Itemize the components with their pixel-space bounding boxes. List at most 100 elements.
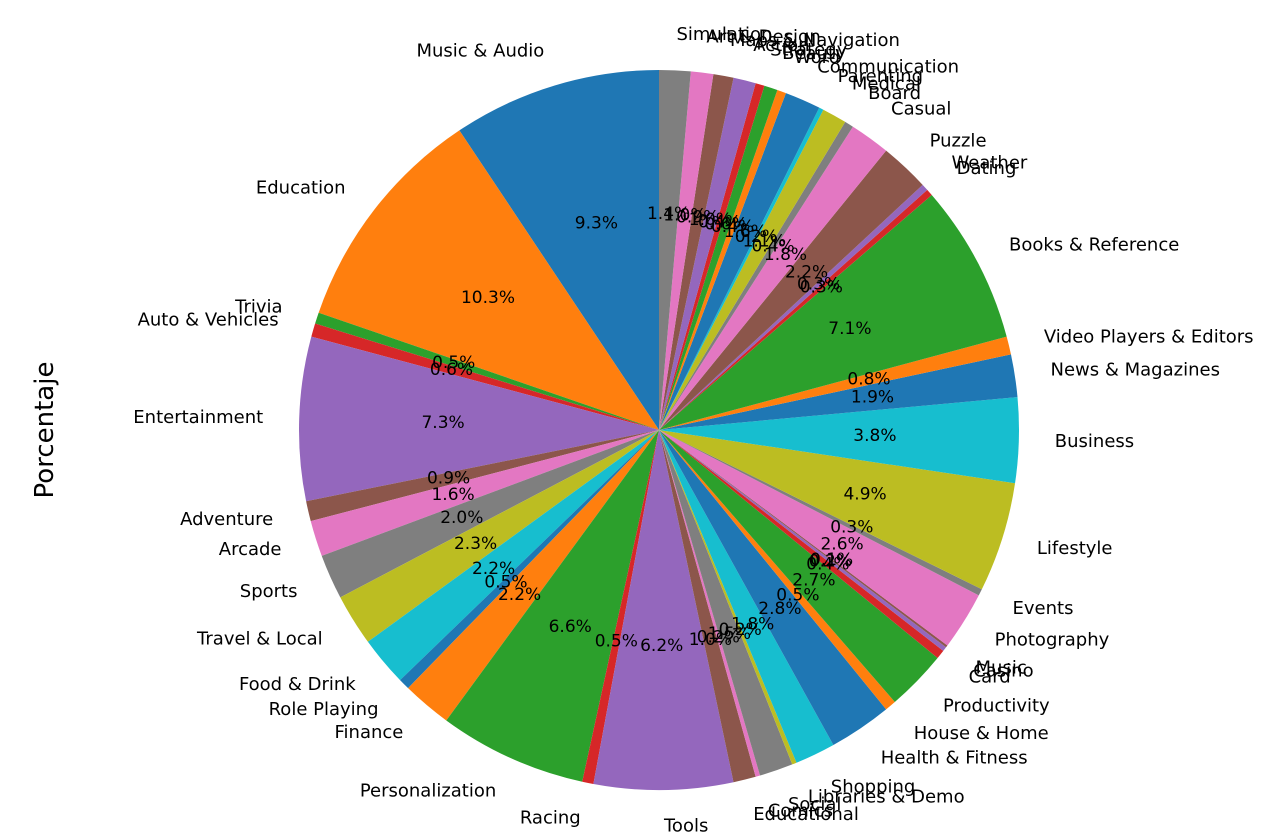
category-label-maps-and-navigation: Maps & Navigation — [730, 30, 900, 51]
pct-label-events: 0.3% — [830, 517, 873, 537]
slice-comics — [659, 430, 761, 777]
pct-label-photography: 2.6% — [820, 535, 863, 555]
category-label-tools: Tools — [663, 816, 708, 837]
pct-label-casino: 0.2% — [809, 551, 852, 571]
slice-travel-and-local — [340, 430, 659, 642]
pct-label-sports: 2.0% — [440, 508, 483, 528]
percentage-labels: 9.3%10.3%0.5%0.6%7.3%0.9%1.6%2.0%2.3%2.2… — [421, 204, 896, 656]
slice-adventure — [306, 430, 659, 522]
category-label-casual: Casual — [891, 99, 951, 120]
category-label-libraries-and-demo: Libraries & Demo — [808, 786, 965, 807]
pct-label-video-players-and-editors: 0.8% — [847, 369, 890, 389]
pct-label-news-and-magazines: 1.9% — [851, 387, 894, 407]
pct-label-educational: 1.0% — [689, 630, 732, 650]
pie-slices — [298, 70, 1020, 791]
category-label-communication: Communication — [817, 57, 959, 78]
category-label-puzzle: Puzzle — [930, 130, 987, 151]
category-label-action: Action — [753, 35, 809, 56]
pct-label-personalization: 6.6% — [549, 617, 592, 637]
pct-label-music-and-audio: 9.3% — [575, 213, 618, 233]
category-label-house-and-home: House & Home — [914, 723, 1049, 744]
pct-label-auto-and-vehicles: 0.6% — [430, 360, 473, 380]
slice-books-and-reference — [659, 195, 1007, 430]
category-label-video-players-and-editors: Video Players & Editors — [1044, 327, 1254, 348]
category-label-sports: Sports — [240, 581, 298, 602]
pct-label-libraries-and-demo: 0.2% — [719, 620, 762, 640]
pct-label-role-playing: 0.5% — [484, 573, 527, 593]
pct-label-dating: 0.3% — [800, 278, 843, 298]
pct-label-word: 0.4% — [711, 217, 754, 237]
slice-arcade — [310, 430, 659, 556]
category-label-simulation: Simulation — [677, 24, 773, 45]
pct-label-trivia: 0.5% — [432, 353, 475, 373]
slice-music — [659, 430, 948, 648]
category-label-art-and-design: Art & Design — [706, 26, 820, 47]
slice-maps-and-navigation — [659, 74, 734, 430]
pct-label-card: 0.4% — [806, 555, 849, 575]
pct-label-arcade: 1.6% — [431, 485, 474, 505]
category-label-weather: Weather — [952, 153, 1028, 174]
category-label-adventure: Adventure — [180, 509, 273, 530]
pct-label-food-and-drink: 2.2% — [472, 559, 515, 579]
category-label-medical: Medical — [852, 74, 921, 95]
slice-auto-and-vehicles — [311, 323, 659, 430]
pct-label-productivity: 2.7% — [792, 571, 835, 591]
slice-simulation — [659, 70, 691, 430]
slice-role-playing — [400, 430, 659, 689]
slice-business — [659, 397, 1020, 484]
slice-food-and-drink — [367, 430, 659, 681]
slice-beauty — [659, 85, 778, 431]
slice-medical — [659, 109, 846, 430]
slice-house-and-home — [659, 430, 895, 710]
slice-trivia — [315, 312, 659, 430]
slice-casual — [659, 126, 887, 430]
category-label-music: Music — [976, 658, 1027, 679]
pct-label-casual: 1.8% — [764, 245, 807, 265]
y-axis-label: Porcentaje — [30, 362, 60, 499]
category-label-finance: Finance — [335, 722, 404, 743]
category-label-personalization: Personalization — [360, 781, 496, 802]
pct-label-travel-and-local: 2.3% — [454, 534, 497, 554]
slice-word — [659, 90, 786, 430]
category-label-card: Card — [969, 666, 1011, 687]
category-label-education: Education — [256, 178, 346, 199]
category-label-business: Business — [1055, 431, 1134, 452]
category-label-music-and-audio: Music & Audio — [416, 41, 544, 62]
slice-photography — [659, 430, 979, 646]
pct-label-entertainment: 7.3% — [421, 413, 464, 433]
slice-news-and-magazines — [659, 354, 1018, 430]
pct-label-books-and-reference: 7.1% — [828, 319, 871, 339]
category-label-news-and-magazines: News & Magazines — [1051, 360, 1220, 381]
slice-art-and-design — [659, 71, 714, 430]
pct-label-beauty: 0.6% — [704, 215, 747, 235]
category-label-productivity: Productivity — [943, 696, 1050, 717]
slice-libraries-and-demo — [659, 430, 797, 765]
slice-productivity — [659, 430, 938, 702]
category-label-photography: Photography — [995, 630, 1110, 651]
category-label-events: Events — [1013, 598, 1074, 619]
slice-education — [318, 130, 659, 430]
category-label-auto-and-vehicles: Auto & Vehicles — [138, 310, 279, 331]
category-label-trivia: Trivia — [234, 296, 282, 317]
pct-label-puzzle: 2.2% — [785, 262, 828, 282]
category-label-food-and-drink: Food & Drink — [239, 674, 356, 695]
slice-dating — [659, 189, 932, 430]
pct-label-health-and-fitness: 2.8% — [758, 599, 801, 619]
slice-video-players-and-editors — [659, 336, 1011, 430]
pct-label-music: 0.1% — [810, 550, 853, 570]
pct-label-adventure: 0.9% — [427, 469, 470, 489]
slice-card — [659, 430, 944, 658]
category-label-entertainment: Entertainment — [133, 407, 263, 428]
slice-casino — [659, 430, 947, 651]
pct-label-medical: 1.1% — [743, 231, 786, 251]
pct-label-art-and-design: 1.0% — [663, 206, 706, 226]
pct-label-board: 0.4% — [751, 237, 794, 257]
category-label-shopping: Shopping — [831, 776, 916, 797]
pct-label-action: 1.0% — [689, 210, 732, 230]
category-label-strategy: Strategy — [770, 39, 847, 60]
pct-label-house-and-home: 0.5% — [776, 585, 819, 605]
slice-sports — [321, 430, 659, 598]
slice-lifestyle — [659, 430, 1016, 590]
slice-finance — [408, 430, 659, 721]
slice-racing — [582, 430, 659, 784]
